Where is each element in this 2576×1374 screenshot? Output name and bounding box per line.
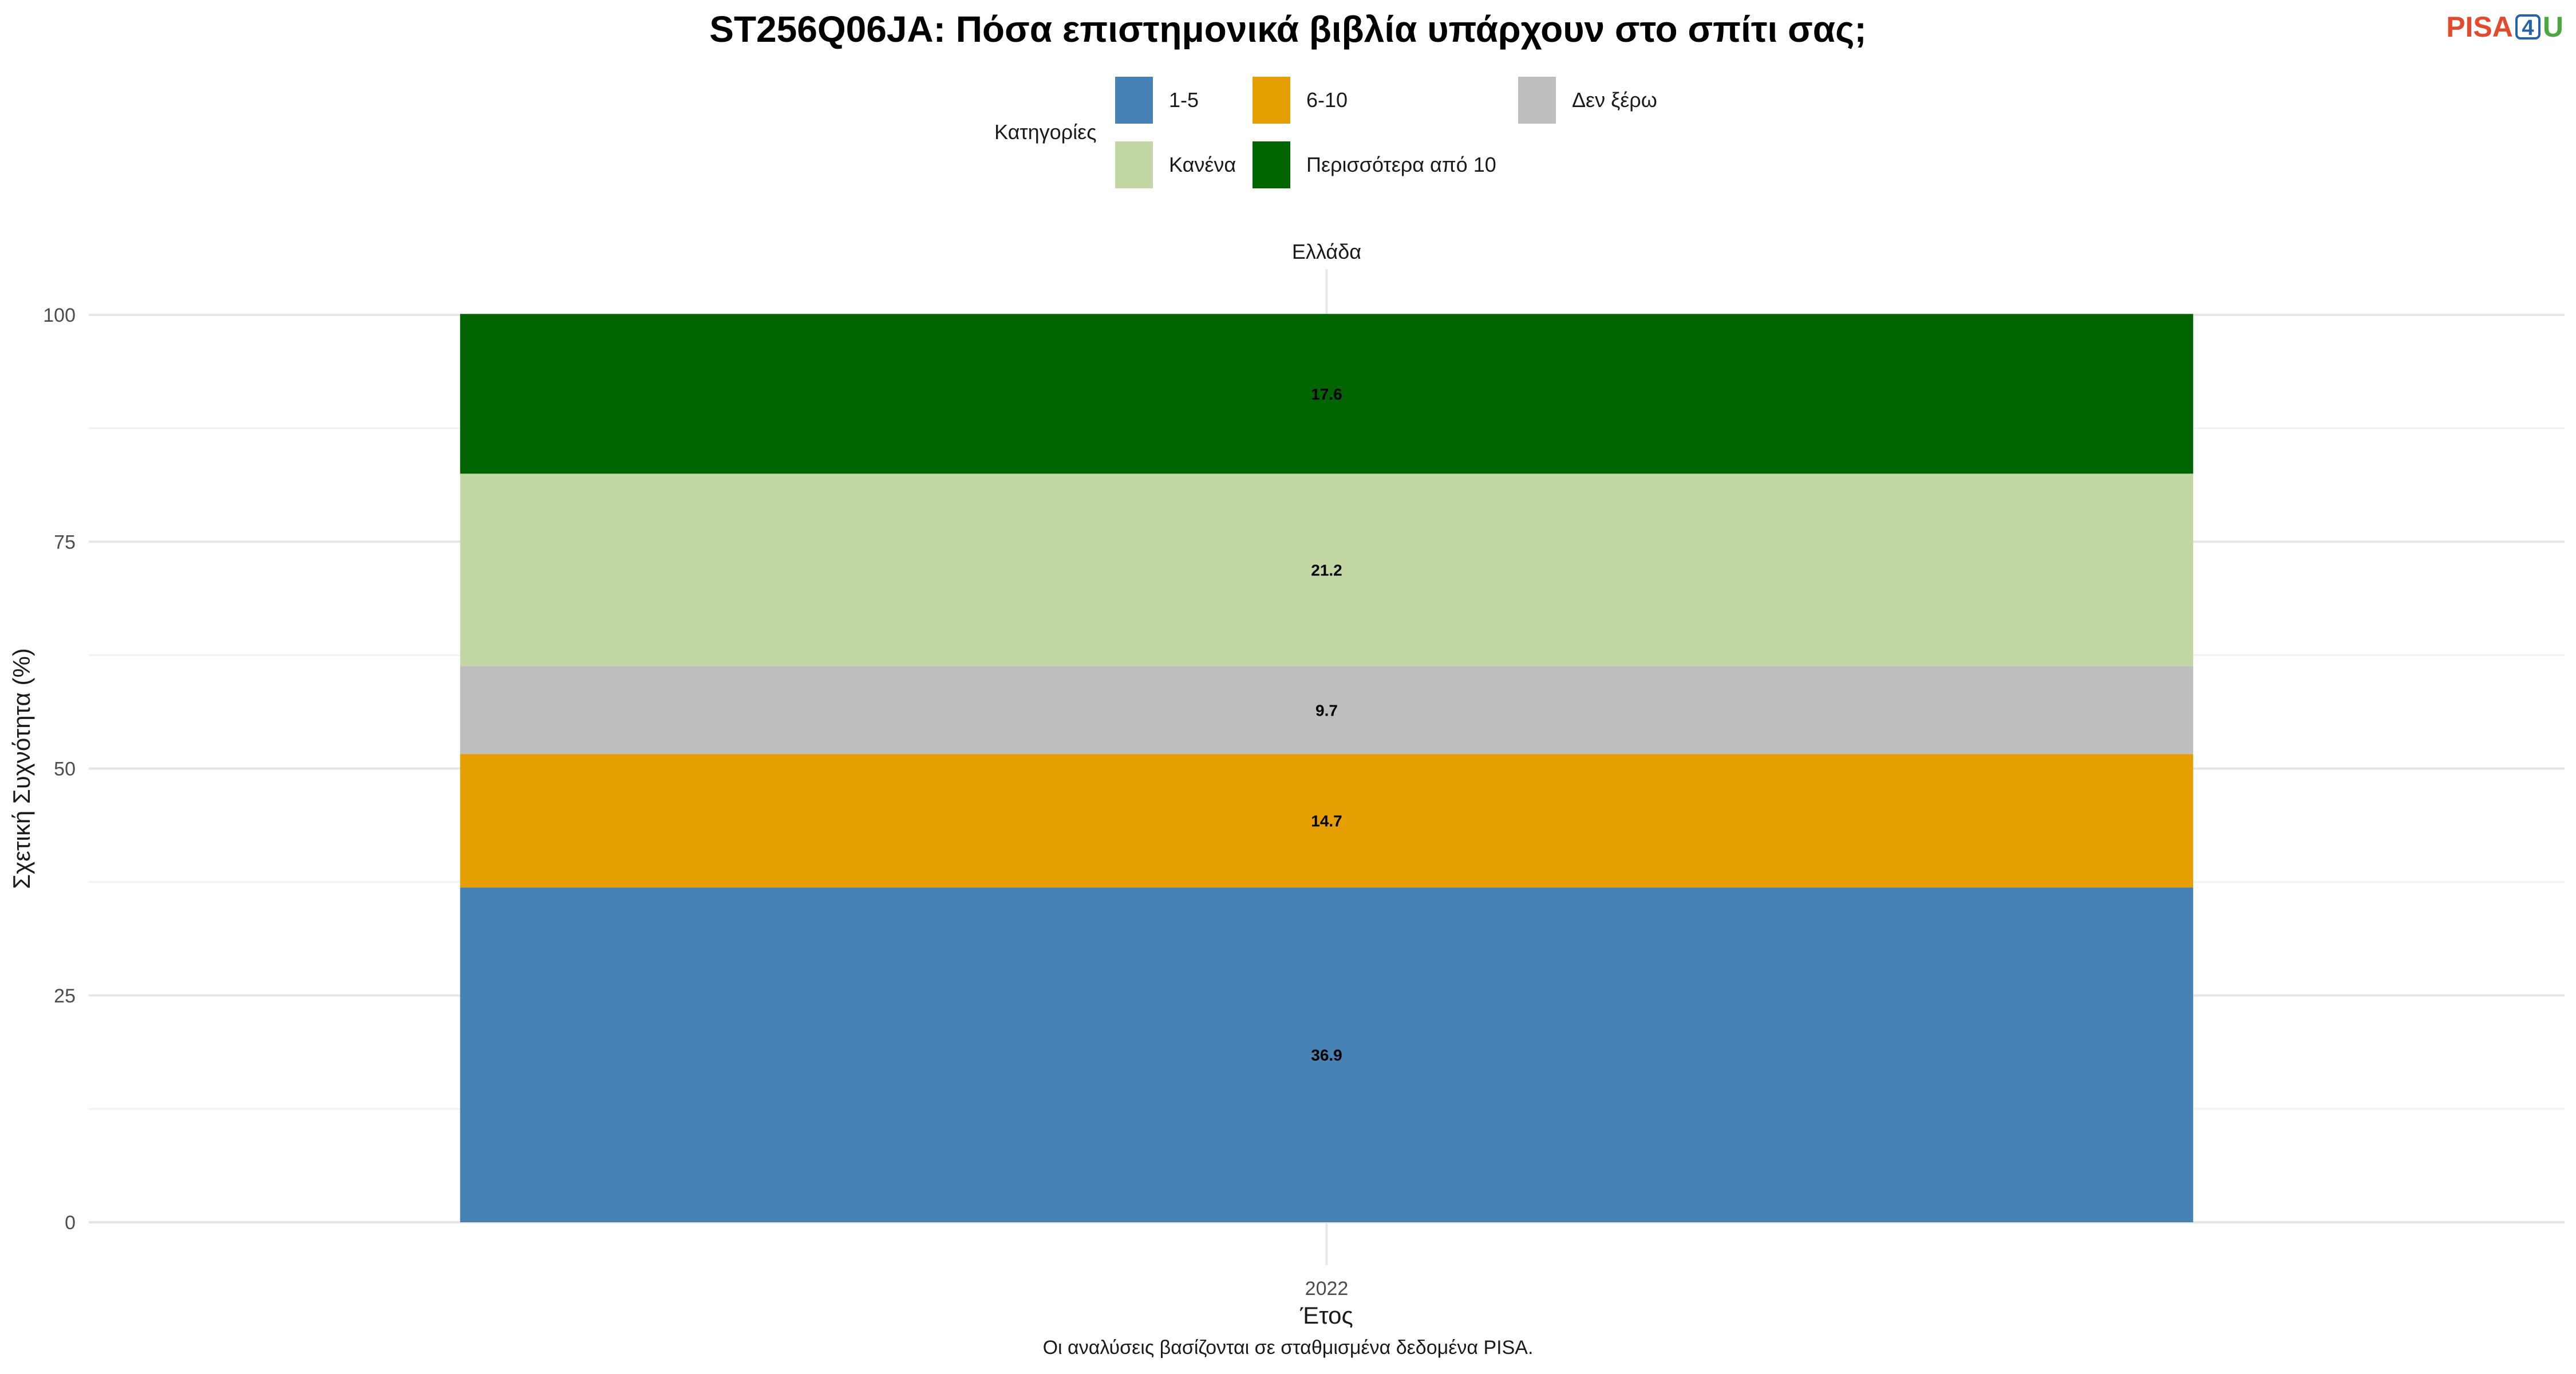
x-tick-label: 2022 (1305, 1278, 1349, 1300)
legend-item-6-10: 6-10 (1253, 77, 1348, 124)
bar-value-label: 9.7 (1315, 701, 1338, 719)
legend-label-1-5: 1-5 (1169, 88, 1199, 112)
bar-value-label: 21.2 (1311, 561, 1342, 579)
y-tick-label: 100 (43, 305, 76, 326)
y-tick-label: 50 (54, 759, 76, 780)
legend-item-1-5: 1-5 (1115, 77, 1199, 124)
bar-value-labels: 36.9 14.7 9.7 21.2 17.6 (1311, 385, 1342, 1064)
legend-label-6-10: 6-10 (1306, 88, 1348, 112)
y-tick-label: 25 (54, 985, 76, 1007)
caption: Οι αναλύσεις βασίζονται σε σταθμισμένα δ… (1042, 1337, 1534, 1359)
y-tick-labels: 0 25 50 75 100 (43, 305, 76, 1234)
bar-value-label: 14.7 (1311, 812, 1342, 830)
legend-item-den-xero: Δεν ξέρω (1518, 77, 1657, 124)
y-tick-label: 0 (65, 1212, 76, 1234)
bar-segments (460, 314, 2194, 1222)
legend-label-den-xero: Δεν ξέρω (1572, 88, 1657, 112)
x-axis-label: Έτος (1299, 1302, 1353, 1329)
legend-label-kanena: Κανένα (1169, 153, 1236, 176)
pisa4u-logo: PISA 4 U (2446, 10, 2563, 44)
bar-value-label: 17.6 (1311, 385, 1342, 403)
chart-title: ST256Q06JA: Πόσα επιστημονικά βιβλία υπά… (709, 9, 1867, 50)
bar-segment (460, 666, 2194, 755)
y-axis-label: Σχετική Συχνότητα (%) (8, 648, 35, 889)
legend-key-kanena (1115, 141, 1153, 188)
logo-text-pisa: PISA (2446, 11, 2513, 43)
y-tick-label: 75 (54, 531, 76, 553)
x-tick-labels: 2022 (1305, 1278, 1349, 1300)
legend-label-perissotera: Περισσότερα από 10 (1306, 153, 1496, 176)
legend-key-den-xero (1518, 77, 1556, 124)
bar-segment (460, 314, 2194, 474)
legend-key-1-5 (1115, 77, 1153, 124)
legend-item-kanena: Κανένα (1115, 141, 1236, 188)
legend-key-6-10 (1253, 77, 1290, 124)
legend-item-perissotera: Περισσότερα από 10 (1253, 141, 1496, 188)
bar-segment (460, 887, 2194, 1222)
logo-text-u: U (2542, 11, 2563, 43)
bar-value-label: 36.9 (1311, 1047, 1342, 1064)
legend-title: Κατηγορίες (994, 120, 1097, 144)
logo-text-four: 4 (2515, 14, 2541, 40)
bar-segment (460, 473, 2194, 666)
facet-label: Ελλάδα (1292, 240, 1361, 263)
bar-segment (460, 754, 2194, 888)
legend-key-perissotera (1253, 141, 1290, 188)
